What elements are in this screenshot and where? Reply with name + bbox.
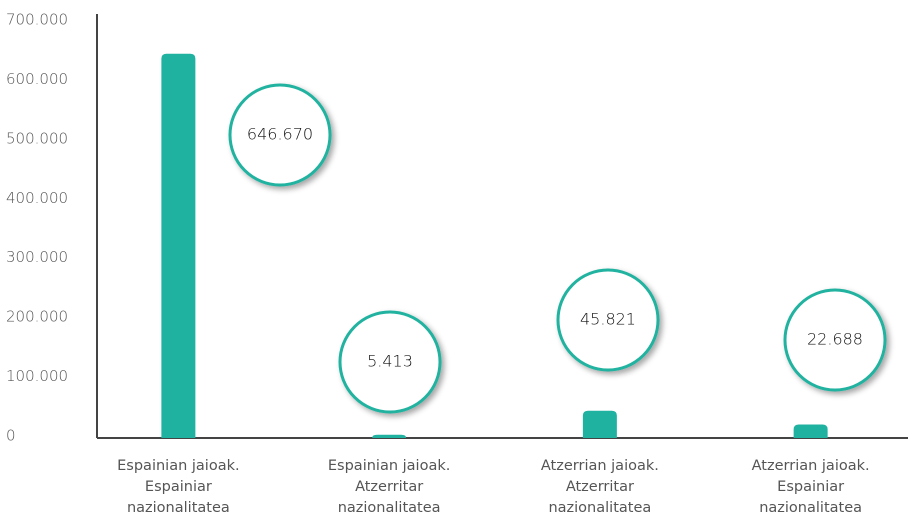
value-bubble (783, 288, 887, 392)
value-label: 5.413 (367, 352, 413, 371)
x-tick-label: Atzerrian jaioak. Espainiar nazionalitat… (751, 458, 870, 516)
bar (793, 424, 828, 438)
y-tick-label: 100.000 (6, 367, 68, 385)
y-tick-label: 400.000 (6, 189, 68, 207)
value-label: 45.821 (580, 310, 636, 329)
value-bubble (556, 268, 660, 372)
bar (161, 53, 196, 438)
y-tick-label: 200.000 (6, 308, 68, 326)
bar (582, 410, 617, 438)
y-tick-label: 300.000 (6, 248, 68, 266)
value-label: 22.688 (807, 330, 863, 349)
x-tick-label: Espainian jaioak. Espainiar nazionalitat… (117, 458, 240, 516)
value-bubble (228, 83, 332, 187)
x-tick-label: Espainian jaioak. Atzerritar nazionalita… (327, 458, 451, 516)
x-tick-label: Atzerrian jaioak. Atzerritar nazionalita… (540, 458, 659, 516)
value-label: 646.670 (247, 125, 313, 144)
y-tick-label: 600.000 (6, 70, 68, 88)
y-tick-label: 700.000 (6, 11, 68, 29)
value-bubble (338, 310, 442, 414)
bar (372, 434, 407, 438)
y-tick-label: 0 (6, 427, 16, 445)
y-tick-label: 500.000 (6, 129, 68, 147)
